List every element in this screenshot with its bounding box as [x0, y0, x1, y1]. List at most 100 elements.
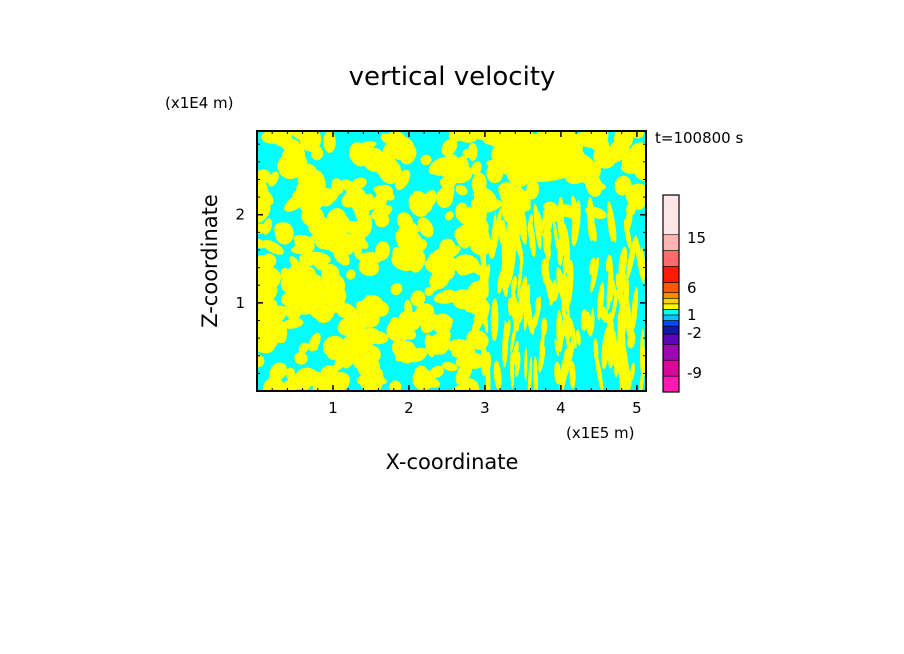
positive-cell: [547, 205, 563, 222]
positive-cell: [546, 277, 555, 303]
positive-cell: [262, 218, 273, 235]
positive-cell: [556, 310, 564, 353]
positive-cell: [445, 211, 454, 221]
positive-cell: [575, 329, 581, 346]
positive-cell: [590, 256, 599, 293]
positive-cell: [424, 286, 434, 297]
positive-cell: [554, 361, 562, 385]
colorbar-label: 6: [687, 279, 697, 297]
positive-cell: [397, 340, 417, 364]
positive-cell: [356, 211, 373, 238]
positive-cell: [390, 283, 403, 296]
positive-cell: [562, 257, 569, 274]
positive-cell: [559, 347, 570, 391]
positive-cell: [630, 316, 636, 333]
positive-cell: [490, 298, 499, 342]
positive-cell: [364, 330, 389, 345]
positive-cell: [538, 211, 544, 238]
positive-cell: [485, 362, 491, 391]
positive-cell: [569, 361, 576, 389]
x-axis-ticks: 1 2 3 4 5: [271, 131, 642, 417]
positive-cell: [544, 217, 551, 253]
positive-cell: [429, 365, 444, 379]
positive-cell: [621, 304, 627, 337]
positive-cell: [580, 309, 588, 331]
colorbar-band: [662, 344, 680, 361]
y-unit-label: (x1E4 m): [165, 94, 234, 112]
colorbar-band: [662, 333, 680, 345]
positive-cell: [492, 208, 502, 255]
positive-cell: [455, 156, 470, 181]
positive-cell: [572, 173, 581, 183]
positive-cell: [268, 374, 279, 386]
positive-cell: [326, 346, 341, 360]
positive-cell: [614, 340, 620, 378]
positive-cell: [366, 374, 387, 385]
positive-cell: [625, 207, 633, 231]
positive-cell: [601, 326, 611, 370]
positive-cell: [323, 131, 336, 153]
positive-cell: [412, 190, 433, 213]
positive-cell: [562, 272, 569, 293]
positive-cell: [420, 154, 432, 166]
colorbar-band: [662, 309, 680, 316]
positive-cell: [493, 134, 585, 182]
positive-cell: [257, 238, 266, 249]
positive-cell: [504, 221, 510, 268]
positive-cell: [455, 184, 468, 196]
positive-cell: [528, 220, 536, 258]
colorbar-label: 1: [687, 306, 697, 324]
positive-cell: [321, 264, 340, 284]
positive-cell: [471, 161, 482, 175]
positive-cell: [274, 222, 289, 237]
positive-cell: [433, 290, 460, 304]
positive-cell: [593, 145, 617, 169]
colorbar-frame: [662, 194, 680, 393]
colorbar-band: [662, 194, 680, 236]
positive-cell: [422, 379, 432, 389]
positive-cell: [375, 184, 394, 198]
positive-cell: [630, 362, 635, 381]
positive-cell: [298, 342, 309, 354]
positive-cell: [421, 313, 438, 334]
positive-cell: [327, 285, 347, 306]
positive-cell: [336, 303, 355, 319]
positive-cell: [343, 352, 357, 369]
positive-cell: [554, 338, 560, 357]
positive-cell: [634, 236, 645, 284]
positive-cell: [467, 142, 478, 161]
positive-cell: [436, 248, 451, 265]
positive-cell: [352, 194, 375, 214]
colorbar-band: [662, 282, 680, 294]
positive-cell: [493, 360, 502, 391]
positive-cell: [296, 184, 313, 206]
positive-cell: [433, 314, 454, 325]
positive-cell: [465, 206, 477, 217]
positive-cell: [405, 330, 417, 340]
positive-cell: [378, 159, 390, 174]
positive-cell: [607, 208, 614, 242]
colorbar: 15 6 1-2 -9: [662, 194, 706, 393]
positive-cell: [527, 356, 533, 391]
positive-cell: [447, 154, 458, 166]
positive-cell: [615, 273, 623, 297]
positive-cell: [389, 380, 402, 391]
positive-cell: [565, 259, 574, 308]
colorbar-band: [662, 250, 680, 267]
positive-cell: [499, 219, 506, 245]
positive-cell: [557, 237, 564, 266]
positive-cell: [455, 202, 468, 217]
positive-cell: [308, 332, 321, 352]
positive-cell: [295, 367, 319, 388]
positive-cell: [257, 182, 269, 207]
positive-cell: [345, 231, 366, 253]
positive-cell: [331, 178, 344, 195]
positive-cell: [570, 195, 579, 234]
positive-cell: [462, 352, 486, 370]
positive-cell: [424, 259, 443, 275]
positive-cell: [463, 297, 482, 313]
positive-cell: [294, 352, 308, 365]
x-tick-label: 2: [404, 399, 414, 417]
positive-cell: [349, 142, 371, 167]
positive-cell: [451, 342, 475, 358]
